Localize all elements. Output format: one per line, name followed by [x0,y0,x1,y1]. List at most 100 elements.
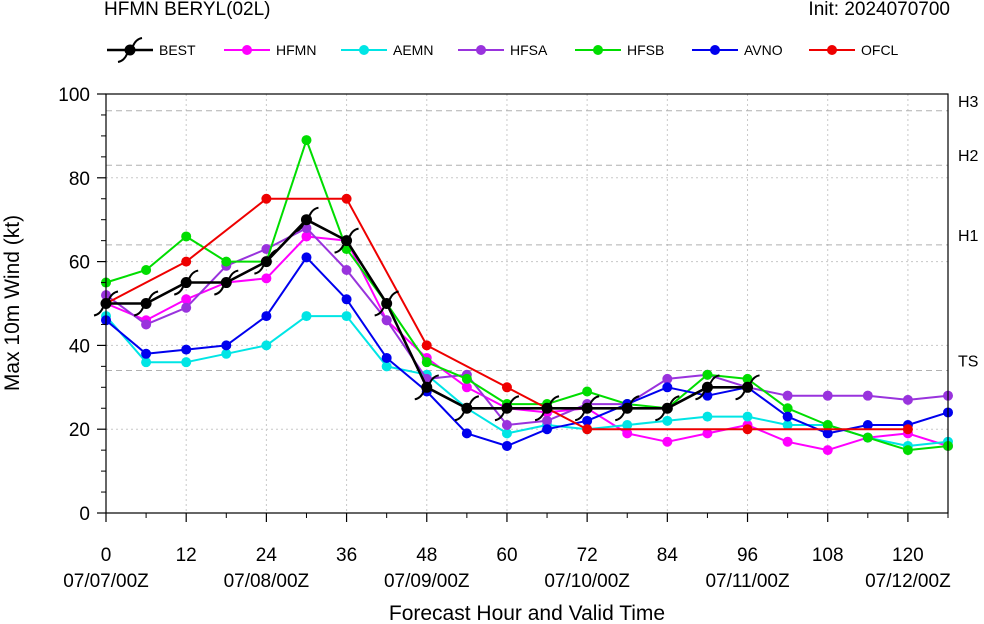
legend-label-ofcl: OFCL [861,42,899,58]
legend-label-avno: AVNO [744,42,783,58]
point-best [655,395,680,422]
point-hfmn [181,294,192,305]
point-avno [782,411,793,422]
point-hfmn [782,436,793,447]
point-aemn [301,311,312,322]
point-hfsb [822,420,833,431]
point-ofcl [501,382,512,393]
point-hfsb [301,135,312,146]
point-aemn [742,411,753,422]
series-line-hfsb [105,139,949,452]
point-ofcl [261,193,272,204]
series-hfsb [101,135,953,456]
point-aemn [341,311,352,322]
x-axis-title: Forecast Hour and Valid Time [389,602,665,624]
point-hfsa [902,394,913,405]
point-ofcl [421,340,432,351]
y-tick-label: 100 [58,85,90,106]
legend-label-hfsa: HFSA [510,42,548,58]
point-hfsb [141,264,152,275]
init-time-label: Init: 2024070700 [808,0,950,20]
legend-marker-avno [710,45,720,55]
threshold-label-h3: H3 [958,94,979,111]
point-hfmn [822,445,833,456]
point-best [254,248,279,275]
series-layer [93,135,953,456]
point-avno [141,348,152,359]
point-best [374,290,399,317]
point-hfsb [421,357,432,368]
point-aemn [221,348,232,359]
point-aemn [261,340,272,351]
point-aemn [702,411,713,422]
x-tick-label: 12 [176,545,197,566]
legend-label-best: BEST [159,42,196,58]
x-tick-label: 24 [256,545,278,566]
point-avno [341,294,352,305]
date-tick-label: 07/07/00Z [63,571,149,592]
series-line-avno [105,256,949,447]
point-hfsa [542,415,553,426]
legend-item-hfsa: HFSA [458,42,548,58]
point-avno [381,352,392,363]
point-avno [862,420,873,431]
threshold-label-ts: TS [958,354,978,371]
y-tick-label: 60 [69,253,90,274]
point-best [133,290,159,317]
point-hfmn [301,231,312,242]
x-tick-label: 0 [101,545,112,566]
legend-label-hfmn: HFMN [276,42,316,58]
threshold-label-h2: H2 [958,148,979,165]
point-hfsa [141,319,152,330]
point-avno [702,390,713,401]
point-best [735,374,760,401]
point-aemn [181,357,192,368]
x-tick-label: 108 [812,545,844,566]
point-aemn [662,415,673,426]
point-aemn [381,361,392,372]
point-hfsa [822,390,833,401]
point-hfmn [622,428,633,439]
point-aemn [622,420,633,431]
point-avno [662,382,673,393]
y-tick-label: 80 [69,169,90,190]
point-aemn [141,357,152,368]
point-best [334,227,359,254]
point-best [695,374,720,401]
legend-item-hfsb: HFSB [575,42,664,58]
date-tick-label: 07/11/00Z [705,571,790,592]
point-avno [501,440,512,451]
point-aemn [782,420,793,431]
point-avno [822,428,833,439]
point-hfmn [261,273,272,284]
point-hfmn [461,382,472,393]
legend-marker-hfmn [242,45,252,55]
date-tick-label: 07/08/00Z [224,571,310,592]
point-ofcl [742,424,753,435]
point-ofcl [181,256,192,267]
threshold-label-h1: H1 [958,228,979,245]
legend-marker-aemn [359,45,369,55]
x-tick-label: 36 [336,545,357,566]
legend-item-ofcl: OFCL [809,42,899,58]
point-best [534,395,560,422]
legend-marker-best [117,37,143,63]
point-avno [261,311,272,322]
legend-label-hfsb: HFSB [627,42,664,58]
series-hfsa [101,223,953,431]
axes: 0 20 40 60 80 100 0 12 24 36 48 60 72 84 96 108 120 07/07… [58,85,951,592]
point-hfmn [702,428,713,439]
point-best [294,206,319,233]
point-hfsb [582,386,593,397]
series-avno [101,252,953,451]
x-tick-label: 84 [657,545,679,566]
point-ofcl [341,193,352,204]
date-tick-label: 07/10/00Z [544,571,630,592]
point-best [214,269,239,296]
point-best [574,395,600,422]
y-tick-label: 40 [69,336,90,357]
point-best [414,374,439,401]
series-best [93,206,760,422]
y-tick-label: 20 [69,420,90,441]
legend-marker-hfsb [593,45,603,55]
